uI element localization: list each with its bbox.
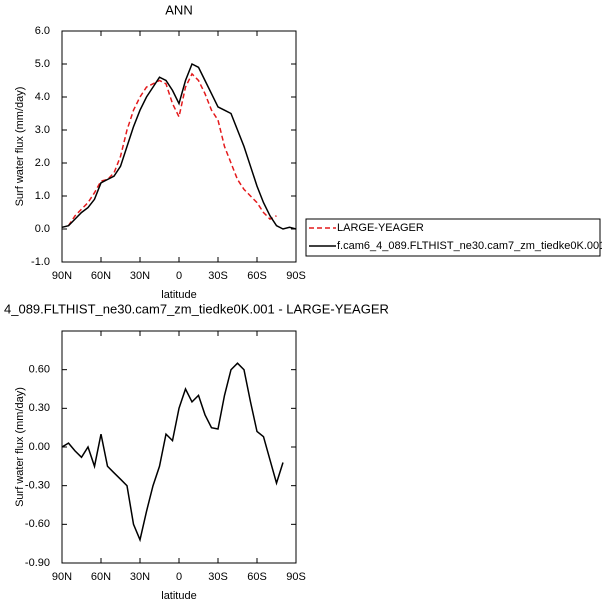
- legend-label: f.cam6_4_089.FLTHIST_ne30.cam7_zm_tiedke…: [337, 240, 602, 252]
- plot-frame: [61, 30, 297, 263]
- y-tick-label: 2.0: [35, 157, 50, 169]
- x-tick-label: 90N: [52, 571, 72, 583]
- series-line: [67, 72, 277, 227]
- y-tick-label: -0.60: [25, 518, 50, 530]
- y-tick-label: 4.0: [35, 91, 50, 103]
- y-axis-label: Surf water flux (mm/day): [14, 87, 26, 207]
- x-tick-label: 30N: [130, 571, 150, 583]
- legend-box: [305, 218, 601, 257]
- y-tick-label: 0.00: [29, 441, 50, 453]
- series-line: [61, 362, 284, 543]
- x-tick-label: 60S: [247, 571, 267, 583]
- x-tick-label: 60N: [91, 270, 111, 282]
- x-axis-label: latitude: [161, 289, 196, 301]
- x-tick-label: 0: [176, 571, 182, 583]
- y-tick-label: 0.30: [29, 402, 50, 414]
- y-tick-label: -0.90: [25, 557, 50, 569]
- x-tick-label: 60N: [91, 571, 111, 583]
- y-tick-label: -1.0: [31, 256, 50, 268]
- series-line: [61, 62, 297, 230]
- x-tick-label: 0: [176, 270, 182, 282]
- y-tick-label: 6.0: [35, 25, 50, 37]
- legend-label: LARGE-YEAGER: [337, 222, 424, 234]
- y-axis-label: Surf water flux (mm/day): [14, 387, 26, 507]
- x-axis-label: latitude: [161, 590, 196, 602]
- x-tick-label: 30N: [130, 270, 150, 282]
- x-tick-label: 90S: [286, 571, 306, 583]
- x-tick-label: 90S: [286, 270, 306, 282]
- chart-title: ANN: [165, 2, 192, 17]
- x-tick-label: 30S: [208, 270, 228, 282]
- y-tick-label: 1.0: [35, 190, 50, 202]
- y-tick-label: 0.0: [35, 223, 50, 235]
- y-tick-label: 5.0: [35, 58, 50, 70]
- plot-frame: [61, 330, 297, 564]
- chart-title: 4_089.FLTHIST_ne30.cam7_zm_tiedke0K.001 …: [4, 301, 389, 316]
- x-tick-label: 60S: [247, 270, 267, 282]
- x-tick-label: 90N: [52, 270, 72, 282]
- x-tick-label: 30S: [208, 571, 228, 583]
- y-tick-label: 0.60: [29, 364, 50, 376]
- y-tick-label: -0.30: [25, 480, 50, 492]
- y-tick-label: 3.0: [35, 124, 50, 136]
